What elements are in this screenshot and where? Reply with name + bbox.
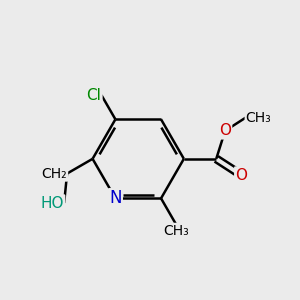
Text: HO: HO bbox=[40, 196, 64, 211]
Text: O: O bbox=[235, 167, 247, 182]
Text: CH₂: CH₂ bbox=[41, 167, 67, 181]
Text: CH₃: CH₃ bbox=[163, 224, 189, 238]
Text: O: O bbox=[219, 123, 231, 138]
Text: CH₃: CH₃ bbox=[246, 111, 272, 124]
Text: Cl: Cl bbox=[86, 88, 101, 103]
Text: N: N bbox=[109, 189, 122, 207]
